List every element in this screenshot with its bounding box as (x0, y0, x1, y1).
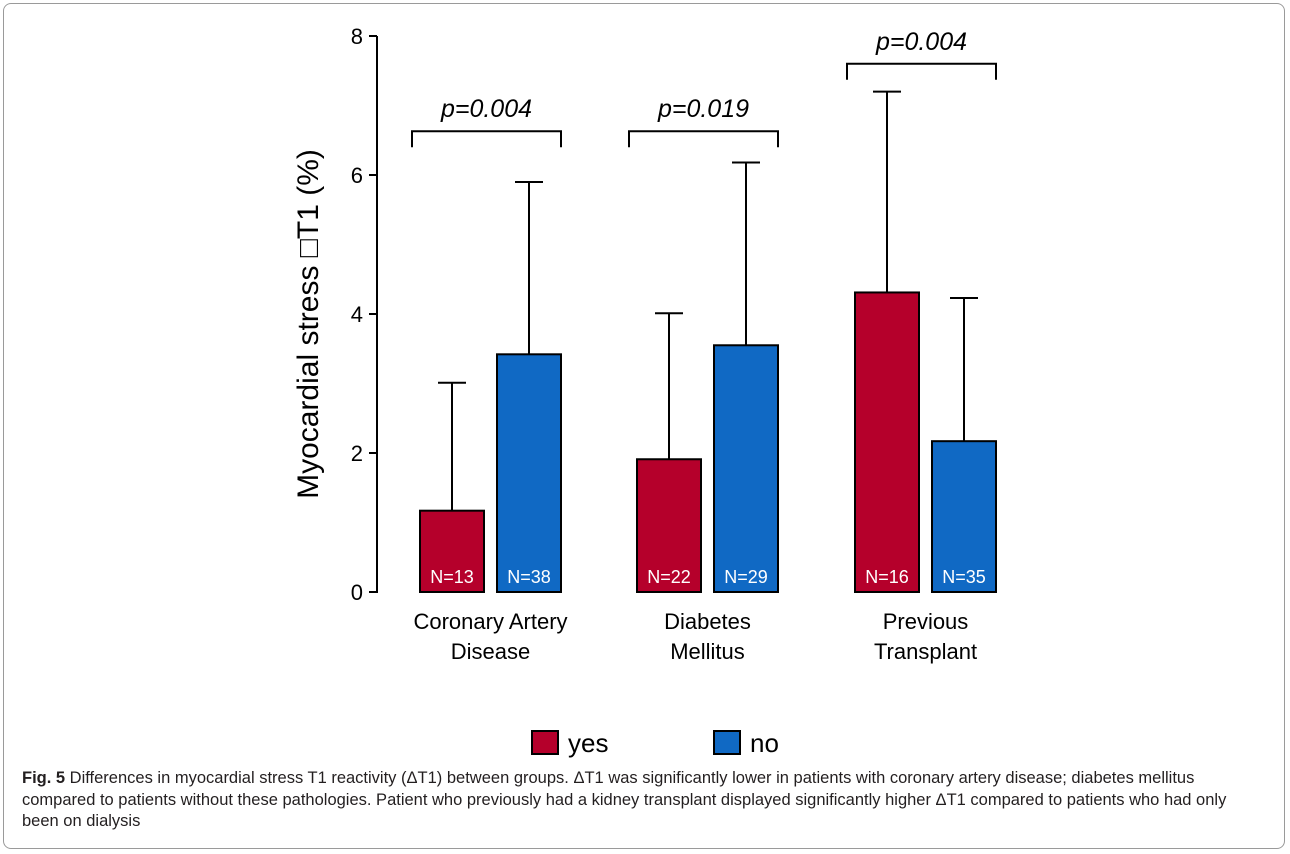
bar-yes (636, 458, 702, 593)
legend-swatch-yes (531, 730, 559, 755)
legend-swatch-no (713, 730, 741, 755)
p-value-label: p=0.019 (657, 95, 749, 123)
y-tick-label: 2 (351, 441, 363, 466)
x-category-label: Mellitus (670, 639, 745, 664)
n-label: N=35 (942, 567, 986, 587)
x-category-label: Transplant (874, 639, 977, 664)
y-tick-label: 0 (351, 580, 363, 605)
x-category-label: Disease (451, 639, 530, 664)
significance-bracket (846, 62, 997, 80)
n-label: N=29 (724, 567, 768, 587)
caption-fig-label: Fig. 5 (22, 769, 66, 787)
n-label: N=22 (647, 567, 691, 587)
y-tick-label: 6 (351, 163, 363, 188)
bar-yes (854, 291, 920, 593)
n-label: N=13 (430, 567, 474, 587)
y-axis-label: Myocardial stress □T1 (%) (292, 149, 325, 499)
significance-bracket (411, 130, 562, 148)
bar-no (931, 440, 997, 593)
bar-no (496, 353, 562, 593)
y-tick-label: 8 (351, 24, 363, 49)
n-label: N=38 (507, 567, 551, 587)
legend-label-yes: yes (568, 728, 608, 758)
p-value-label: p=0.004 (440, 95, 532, 123)
p-value-label: p=0.004 (875, 28, 967, 56)
figure-frame (3, 3, 1285, 849)
legend-label-no: no (750, 728, 779, 758)
bar-chart: 0 2 4 6 8 Myocardial stress □T1 (%) N=13 N=22 N=… (292, 24, 997, 758)
bar-yes (419, 509, 485, 593)
n-label: N=16 (865, 567, 909, 587)
bar-no (713, 344, 779, 593)
figure-caption: Fig. 5 Differences in myocardial stress … (22, 768, 1262, 833)
caption-text: Differences in myocardial stress T1 reac… (22, 769, 1227, 830)
x-category-label: Coronary Artery (413, 609, 567, 634)
y-tick-label: 4 (351, 302, 363, 327)
x-category-label: Diabetes (664, 609, 751, 634)
significance-bracket (628, 130, 779, 148)
x-category-label: Previous (883, 609, 969, 634)
